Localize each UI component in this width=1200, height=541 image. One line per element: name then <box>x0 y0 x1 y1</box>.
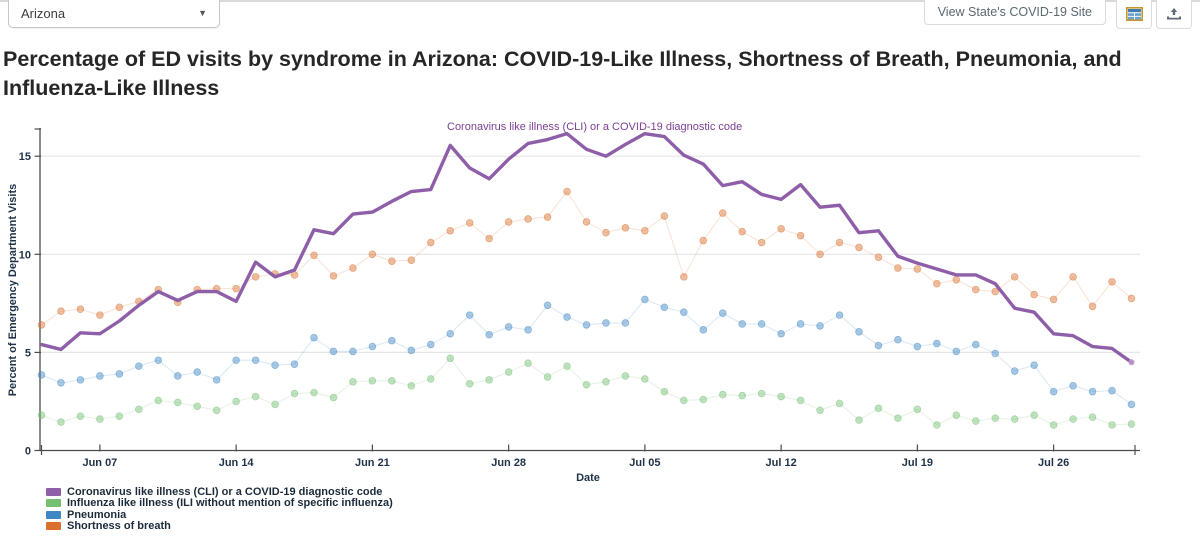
legend-swatch <box>46 487 61 496</box>
legend-item[interactable]: Coronavirus like illness (CLI) or a COVI… <box>46 486 393 498</box>
chevron-down-icon: ▼ <box>198 8 207 18</box>
y-axis-title: Percent of Emergency Department Visits <box>7 183 19 397</box>
x-tick-label: Jul 19 <box>902 457 933 469</box>
state-selector[interactable]: Arizona ▼ <box>8 0 220 28</box>
table-icon <box>1125 7 1143 21</box>
chart-legend: Coronavirus like illness (CLI) or a COVI… <box>46 486 393 532</box>
x-tick-label: Jul 12 <box>766 457 797 469</box>
top-divider <box>0 0 1200 2</box>
series-pneumonia[interactable] <box>37 295 1136 409</box>
series-annotation: Coronavirus like illness (CLI) or a COVI… <box>447 121 743 133</box>
view-state-site-label: View State's COVID-19 Site <box>937 5 1092 19</box>
data-table-button[interactable] <box>1116 0 1152 29</box>
series-influenza-like-illness-ili-without-mention-of-specific-influenza[interactable] <box>37 354 1136 429</box>
series-cli-line[interactable] <box>39 131 1135 366</box>
x-tick-label: Jul 26 <box>1038 457 1069 469</box>
state-selector-value: Arizona <box>21 6 66 21</box>
legend-swatch <box>46 522 61 531</box>
view-state-site-button[interactable]: View State's COVID-19 Site <box>923 0 1106 25</box>
legend-label: Influenza like illness (ILI without ment… <box>67 497 393 510</box>
legend-item[interactable]: Influenza like illness (ILI without ment… <box>46 497 393 510</box>
legend-label: Pneumonia <box>67 508 127 521</box>
y-tick-label: 5 <box>25 347 31 359</box>
x-tick-label: Jun 21 <box>355 457 390 469</box>
legend-label: Shortness of breath <box>67 520 171 533</box>
y-tick-label: 10 <box>19 249 31 261</box>
legend-swatch <box>46 499 61 508</box>
x-tick-label: Jun 07 <box>82 457 117 469</box>
legend-label: Coronavirus like illness (CLI) or a COVI… <box>67 485 383 498</box>
legend-item[interactable]: Shortness of breath <box>46 520 393 533</box>
y-tick-label: 0 <box>25 446 31 458</box>
y-tick-label: 15 <box>19 151 31 163</box>
page-title: Percentage of ED visits by syndrome in A… <box>3 47 1122 100</box>
x-tick-label: Jun 28 <box>491 457 526 469</box>
legend-swatch <box>46 510 61 519</box>
download-button[interactable] <box>1156 0 1192 29</box>
series-shortness-of-breath[interactable] <box>37 187 1136 329</box>
x-tick-label: Jul 05 <box>629 457 660 469</box>
x-axis-title: Date <box>576 472 600 484</box>
x-tick-label: Jun 14 <box>219 457 255 469</box>
download-icon <box>1167 8 1181 20</box>
legend-item[interactable]: Pneumonia <box>46 509 393 521</box>
